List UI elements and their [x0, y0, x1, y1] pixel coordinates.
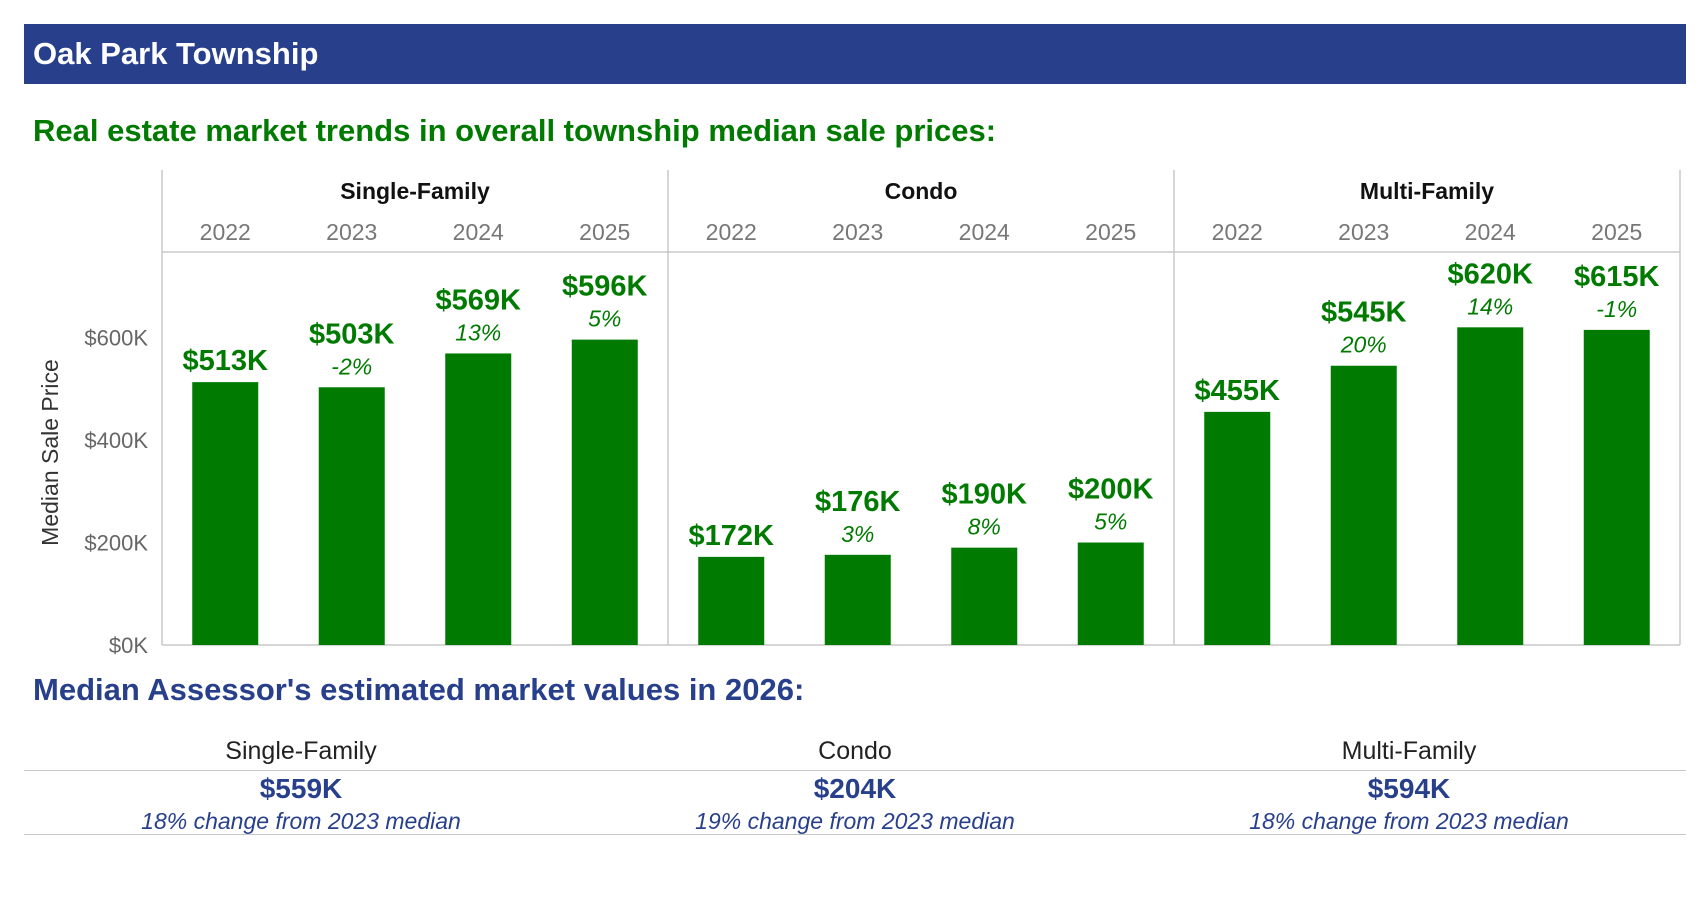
value-label: $172K: [689, 520, 775, 552]
x-tick-label: 2022: [706, 219, 757, 245]
change-label: 5%: [1094, 509, 1127, 535]
value-label: $569K: [436, 284, 522, 316]
y-tick-label: $0K: [109, 633, 148, 658]
y-tick-label: $200K: [84, 531, 148, 556]
market-values-bottom-rule: [24, 834, 1686, 835]
market-value-change: 18% change from 2023 median: [1249, 808, 1569, 834]
y-axis-label: Median Sale Price: [37, 359, 63, 546]
change-label: 3%: [841, 521, 874, 547]
bar: [445, 353, 512, 645]
y-tick-label: $400K: [84, 428, 148, 453]
bar: [698, 556, 765, 645]
trends-heading: Real estate market trends in overall tow…: [33, 113, 997, 148]
market-value-card-single-family: Single-Family $559K 18% change from 2023…: [24, 733, 578, 836]
change-label: -2%: [331, 353, 372, 379]
market-value-card-multi-family: Multi-Family $594K 18% change from 2023 …: [1132, 733, 1686, 836]
change-label: 14%: [1467, 293, 1513, 319]
bar: [1330, 365, 1397, 645]
value-label: $615K: [1574, 261, 1660, 293]
market-value-amount: $594K: [1367, 773, 1451, 804]
bar: [824, 554, 891, 645]
market-value-amount: $559K: [259, 773, 343, 804]
value-label: $596K: [562, 271, 648, 303]
market-value-label: Condo: [818, 737, 892, 765]
change-label: 20%: [1340, 332, 1387, 358]
x-tick-label: 2025: [579, 219, 630, 245]
value-label: $176K: [815, 486, 901, 518]
x-tick-label: 2025: [1591, 219, 1642, 245]
x-tick-label: 2023: [832, 219, 883, 245]
x-tick-label: 2023: [1338, 219, 1389, 245]
bar: [1204, 411, 1271, 645]
market-value-amount: $204K: [813, 773, 897, 804]
x-tick-label: 2023: [326, 219, 377, 245]
value-label: $620K: [1448, 258, 1534, 290]
change-label: 8%: [968, 514, 1001, 540]
value-label: $545K: [1321, 297, 1407, 329]
x-tick-label: 2024: [959, 219, 1010, 245]
assessor-heading: Median Assessor's estimated market value…: [33, 672, 805, 707]
change-label: 5%: [588, 306, 621, 332]
bar: [1583, 329, 1650, 645]
y-tick-label: $600K: [84, 326, 148, 351]
value-label: $455K: [1195, 375, 1281, 407]
market-value-change: 19% change from 2023 median: [695, 808, 1015, 834]
page-banner: Oak Park Township: [24, 24, 1686, 84]
x-tick-label: 2022: [200, 219, 251, 245]
market-value-label: Multi-Family: [1341, 737, 1477, 765]
value-label: $503K: [309, 318, 395, 350]
bar: [1077, 542, 1144, 645]
panel-title: Single-Family: [340, 178, 490, 204]
median-sale-price-chart: Median Sale Price $0K $200K $400K $600K Singl…: [37, 170, 1681, 658]
market-value-label: Single-Family: [225, 737, 377, 765]
x-tick-label: 2022: [1212, 219, 1263, 245]
market-value-change: 18% change from 2023 median: [141, 808, 461, 834]
market-value-card-condo: Condo $204K 19% change from 2023 median: [578, 733, 1132, 836]
panel-title: Condo: [885, 178, 958, 204]
change-label: -1%: [1596, 296, 1637, 322]
x-tick-label: 2024: [453, 219, 504, 245]
x-tick-label: 2025: [1085, 219, 1136, 245]
bar: [318, 387, 385, 645]
panel-title: Multi-Family: [1360, 178, 1494, 204]
market-values-top-rule: [24, 770, 1686, 771]
change-label: 13%: [455, 319, 501, 345]
bar: [1457, 327, 1524, 645]
value-label: $190K: [942, 479, 1028, 511]
bar: [192, 382, 259, 645]
x-tick-label: 2024: [1465, 219, 1516, 245]
bar: [571, 339, 638, 645]
township-title: Oak Park Township: [33, 36, 319, 71]
value-label: $200K: [1068, 474, 1154, 506]
bar: [951, 547, 1018, 645]
value-label: $513K: [183, 345, 269, 377]
